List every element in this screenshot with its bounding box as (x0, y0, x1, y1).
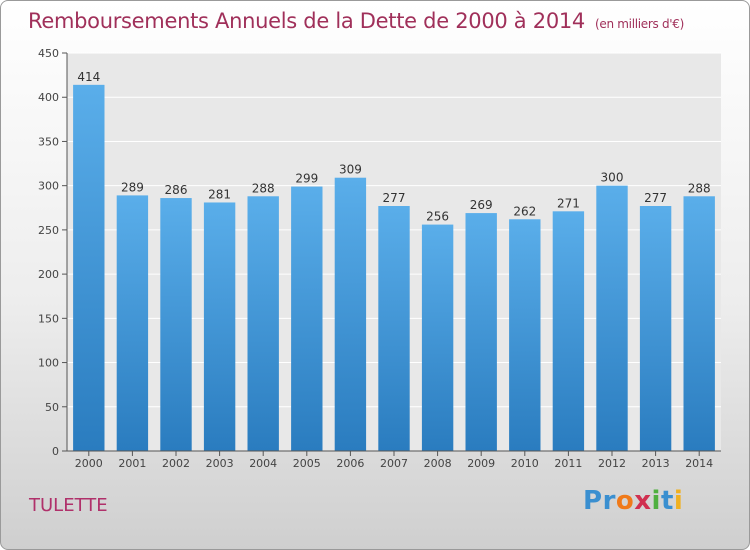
y-tick-label: 350 (38, 135, 59, 148)
bar-value-label: 281 (208, 187, 231, 201)
x-tick-label: 2001 (118, 457, 146, 470)
bar-value-label: 271 (557, 196, 580, 210)
bar (247, 196, 279, 451)
y-tick-label: 150 (38, 312, 59, 325)
x-tick-label: 2010 (511, 457, 539, 470)
bar (596, 185, 628, 451)
bar (639, 206, 672, 451)
bar-value-label: 256 (426, 210, 449, 224)
logo-letter: i (673, 486, 684, 516)
x-tick-label: 2014 (685, 457, 713, 470)
proxiti-logo: Proxiti (583, 486, 683, 516)
x-tick-label: 2013 (642, 457, 670, 470)
logo-letter: t (660, 486, 674, 516)
x-tick-label: 2007 (380, 457, 408, 470)
bar-value-label: 288 (688, 181, 711, 195)
bar-value-label: 277 (644, 191, 667, 205)
chart-subtitle: (en milliers d'€) (595, 17, 685, 31)
x-tick-label: 2004 (249, 457, 277, 470)
location-label: TULETTE (29, 495, 108, 516)
bar-value-label: 277 (383, 191, 406, 205)
bar-value-label: 414 (77, 70, 100, 84)
bar-value-label: 309 (339, 163, 362, 177)
x-tick-label: 2006 (336, 457, 364, 470)
bar (160, 198, 192, 451)
y-tick-label: 250 (38, 224, 59, 237)
y-tick-label: 400 (38, 91, 59, 104)
bar (334, 177, 367, 451)
bar-value-label: 300 (601, 171, 624, 185)
y-tick-label: 0 (52, 445, 59, 458)
x-tick-label: 2012 (598, 457, 626, 470)
bar-value-label: 269 (470, 198, 493, 212)
x-tick-label: 2008 (424, 457, 452, 470)
x-tick-label: 2003 (206, 457, 234, 470)
bar-value-label: 286 (165, 183, 188, 197)
bar (421, 224, 454, 451)
y-tick-label: 50 (45, 401, 59, 414)
bar-value-label: 289 (121, 180, 144, 194)
x-tick-label: 2011 (554, 457, 582, 470)
bar (378, 206, 410, 451)
bar (291, 186, 323, 451)
x-tick-label: 2002 (162, 457, 190, 470)
bar (73, 84, 105, 451)
y-tick-label: 450 (38, 47, 59, 60)
logo-letter: r (602, 486, 616, 516)
bar (552, 211, 585, 451)
x-tick-label: 2009 (467, 457, 495, 470)
bar-value-label: 288 (252, 181, 275, 195)
bar (509, 219, 541, 451)
y-tick-label: 300 (38, 180, 59, 193)
y-tick-label: 100 (38, 357, 59, 370)
bar (465, 213, 497, 451)
chart-title: Remboursements Annuels de la Dette de 20… (28, 9, 684, 33)
logo-letter: o (615, 486, 635, 516)
chart-title-main: Remboursements Annuels de la Dette de 20… (28, 9, 585, 33)
bar (203, 202, 236, 451)
bar-value-label: 299 (295, 172, 318, 186)
bar-value-label: 262 (513, 204, 536, 218)
bar (683, 196, 715, 451)
logo-letter: P (583, 486, 603, 516)
logo-letter: x (634, 486, 652, 516)
x-tick-label: 2005 (293, 457, 321, 470)
x-tick-label: 2000 (75, 457, 103, 470)
y-tick-label: 200 (38, 268, 59, 281)
logo-letter: i (651, 486, 661, 516)
bar (116, 195, 149, 451)
